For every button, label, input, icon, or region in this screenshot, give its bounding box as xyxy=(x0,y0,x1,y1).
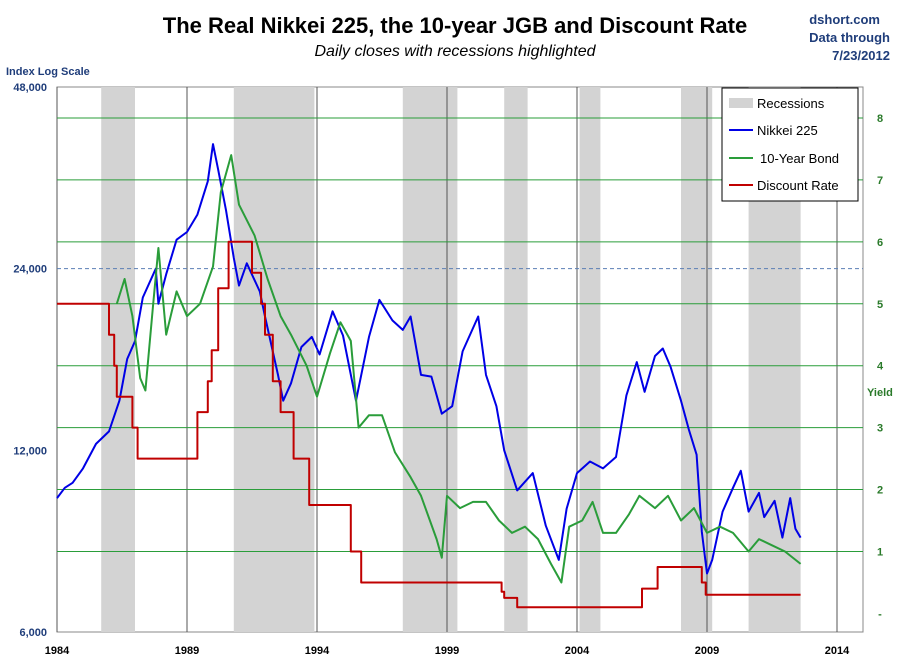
x-tick-label: 1999 xyxy=(435,645,459,657)
source-label: dshort.com xyxy=(809,12,880,27)
left-tick-label: 24,000 xyxy=(13,264,47,276)
x-tick-label: 2014 xyxy=(825,645,850,657)
data-through-date: 7/23/2012 xyxy=(832,48,890,63)
right-tick-label: 2 xyxy=(877,485,883,497)
legend-label-recessions: Recessions xyxy=(757,96,825,111)
left-axis-label: Index Log Scale xyxy=(6,66,90,78)
legend: Recessions Nikkei 225 10-Year Bond Disco… xyxy=(721,87,859,202)
x-tick-label: 1989 xyxy=(175,645,199,657)
right-tick-label: - xyxy=(878,608,882,620)
chart-title: The Real Nikkei 225, the 10-year JGB and… xyxy=(163,13,747,38)
x-tick-label: 2009 xyxy=(695,645,719,657)
recession-band xyxy=(402,87,458,632)
data-through-label: Data through xyxy=(809,30,890,45)
recession-band xyxy=(579,87,601,632)
right-tick-label: 4 xyxy=(877,361,884,373)
x-tick-label: 1994 xyxy=(305,645,330,657)
chart-subtitle: Daily closes with recessions highlighted xyxy=(314,43,596,60)
right-tick-label: 6 xyxy=(877,237,883,249)
x-tick-label: 2004 xyxy=(565,645,590,657)
legend-label-nikkei: Nikkei 225 xyxy=(757,123,818,138)
series-line-10-year-bond xyxy=(115,154,802,584)
right-tick-label: 5 xyxy=(877,299,883,311)
left-tick-label: 6,000 xyxy=(19,627,47,639)
x-tick-label: 1984 xyxy=(45,645,70,657)
legend-label-discount: Discount Rate xyxy=(757,178,839,193)
right-tick-label: 8 xyxy=(877,113,883,125)
recession-band xyxy=(101,87,135,632)
recession-band xyxy=(681,87,713,632)
right-tick-label: 3 xyxy=(877,423,883,435)
series-lines xyxy=(56,143,802,609)
right-tick-label: 7 xyxy=(877,175,883,187)
recession-band xyxy=(504,87,528,632)
legend-label-bond: 10-Year Bond xyxy=(760,151,839,166)
left-tick-label: 48,000 xyxy=(13,82,47,94)
left-tick-label: 12,000 xyxy=(13,445,47,457)
axis-ticks: 6,000 12,000 24,000 48,000 - 1 2 3 4 5 6 7 8 1984 1989… xyxy=(13,82,884,657)
series-line-nikkei-225 xyxy=(56,143,802,575)
right-axis-label: Yield xyxy=(867,387,893,399)
series-line-discount-rate xyxy=(57,240,801,609)
legend-swatch-recessions xyxy=(729,98,753,108)
right-tick-label: 1 xyxy=(877,546,883,558)
